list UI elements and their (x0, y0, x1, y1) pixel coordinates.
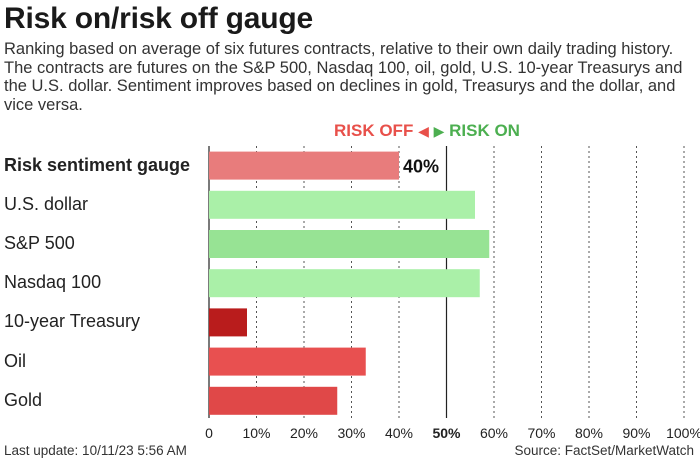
last-update: Last update: 10/11/23 5:56 AM (4, 443, 187, 458)
y-category-label: Risk sentiment gauge (4, 154, 191, 175)
chart-subtitle: Ranking based on average of six futures … (4, 40, 683, 114)
bar (209, 386, 338, 415)
source-note: Source: FactSet/MarketWatch (514, 443, 694, 458)
triangle-right-icon: ▶ (433, 123, 445, 139)
data-label: 40% (403, 157, 439, 177)
x-tick-label: 30% (337, 425, 365, 441)
y-category-label: Nasdaq 100 (4, 272, 102, 293)
bar (209, 151, 399, 180)
x-tick-label: 80% (575, 425, 603, 441)
y-category-label: U.S. dollar (4, 193, 89, 214)
x-tick-label: 100% (666, 425, 700, 441)
x-tick-label: 40% (385, 425, 413, 441)
x-tick-label: 10% (242, 425, 270, 441)
y-category-label: Gold (4, 389, 43, 410)
bar (209, 308, 247, 337)
bar (209, 347, 366, 376)
x-tick-label: 50% (432, 425, 461, 441)
x-tick-label: 60% (480, 425, 508, 441)
bar (209, 269, 480, 298)
x-tick-label: 90% (622, 425, 650, 441)
triangle-left-icon: ◀ (418, 123, 429, 139)
legend-risk-on-label: RISK ON (449, 121, 520, 140)
legend-risk-off-label: RISK OFF (334, 121, 414, 140)
y-category-label: Oil (4, 350, 26, 371)
x-tick-label: 20% (290, 425, 318, 441)
bar (209, 190, 475, 219)
bar (209, 230, 490, 258)
chart-title: Risk on/risk off gauge (4, 2, 313, 35)
x-tick-label: 70% (527, 425, 555, 441)
y-category-label: S&P 500 (4, 233, 75, 253)
x-tick-label: 0 (205, 425, 213, 441)
legend: RISK OFF ◀ ▶ RISK ON (334, 121, 520, 141)
y-category-label: 10-year Treasury (4, 311, 141, 332)
